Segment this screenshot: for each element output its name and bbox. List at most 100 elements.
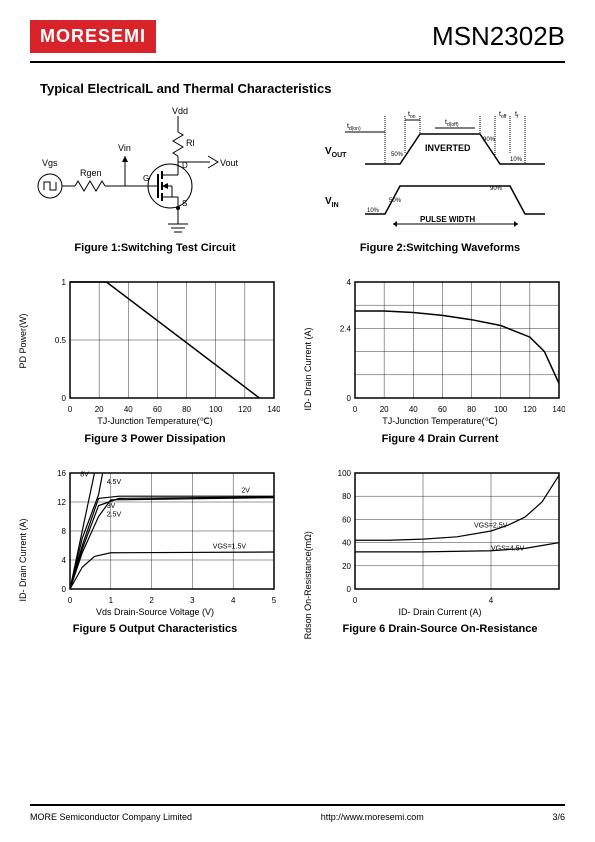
p50-1: 50% <box>391 152 404 158</box>
fig3-ylabel: PD Power(W) <box>18 314 28 369</box>
p10-2: 10% <box>367 208 380 214</box>
svg-text:100: 100 <box>338 469 352 478</box>
svg-text:2: 2 <box>149 596 154 605</box>
svg-text:2V: 2V <box>241 488 250 495</box>
svg-text:20: 20 <box>342 562 351 571</box>
waveform-diagram: VOUT INVERTED ton td(on) td(off) toff tf… <box>315 106 565 236</box>
svg-text:8V: 8V <box>80 472 89 479</box>
p90-1: 90% <box>483 137 496 143</box>
svg-text:3: 3 <box>190 596 195 605</box>
svg-text:140: 140 <box>552 405 565 414</box>
page-header: MORESEMI MSN2302B <box>30 20 565 63</box>
svg-text:0: 0 <box>68 405 73 414</box>
page-footer: MORE Semiconductor Company Limited http:… <box>30 804 565 822</box>
fig4-xlabel: TJ-Junction Temperature(℃) <box>315 416 565 427</box>
fig3-xlabel: TJ-Junction Temperature(℃) <box>30 416 280 427</box>
figure-5-panel: ID- Drain Current (A) 01234504812168V4.5… <box>30 467 280 635</box>
figure-2-title: Figure 2:Switching Waveforms <box>315 242 565 254</box>
vin-label: VIN <box>325 196 339 209</box>
svg-text:0: 0 <box>347 585 352 594</box>
footer-url: http://www.moresemi.com <box>321 812 424 822</box>
svg-text:0: 0 <box>347 394 352 403</box>
inverted-label: INVERTED <box>425 143 471 153</box>
figure-2-panel: VOUT INVERTED ton td(on) td(off) toff tf… <box>315 106 565 254</box>
vin-label: Vin <box>118 143 131 153</box>
svg-text:2.5V: 2.5V <box>107 512 122 519</box>
svg-text:40: 40 <box>124 405 133 414</box>
p50-2: 50% <box>389 198 402 204</box>
svg-text:1: 1 <box>62 278 67 287</box>
fig6-chart: 04020406080100VGS=2.5VVGS=4.5V <box>331 467 565 607</box>
svg-text:0: 0 <box>68 596 73 605</box>
circuit-diagram: Vgs Rgen Vin G D S <box>30 106 280 236</box>
svg-text:VGS=4.5V: VGS=4.5V <box>491 546 525 553</box>
vout-label: Vout <box>220 158 239 168</box>
svg-text:20: 20 <box>95 405 104 414</box>
svg-text:1: 1 <box>109 596 114 605</box>
vout-label: VOUT <box>325 146 347 159</box>
p10-1: 10% <box>510 157 523 163</box>
row-3: ID- Drain Current (A) 01234504812168V4.5… <box>30 467 565 635</box>
figure-6-title: Figure 6 Drain-Source On-Resistance <box>315 623 565 635</box>
svg-text:5: 5 <box>272 596 277 605</box>
rl-label: Rl <box>186 138 195 148</box>
fig3-chart: 0 20 40 60 80 100 120 140 0 0.5 1 <box>46 276 280 416</box>
figure-3-title: Figure 3 Power Dissipation <box>30 433 280 445</box>
fig4-ylabel: ID- Drain Current (A) <box>303 328 313 411</box>
vdd-label: Vdd <box>172 106 188 116</box>
svg-text:80: 80 <box>467 405 476 414</box>
rgen-label: Rgen <box>80 168 102 178</box>
s-label: S <box>182 199 187 208</box>
svg-text:120: 120 <box>238 405 252 414</box>
svg-text:4.5V: 4.5V <box>107 479 122 486</box>
figure-1-panel: Vgs Rgen Vin G D S <box>30 106 280 254</box>
pulse-width-label: PULSE WIDTH <box>420 215 475 224</box>
part-number: MSN2302B <box>432 21 565 52</box>
svg-text:0.5: 0.5 <box>55 336 67 345</box>
svg-text:80: 80 <box>182 405 191 414</box>
figure-4-panel: ID- Drain Current (A) 020406080100120140… <box>315 276 565 445</box>
fig6-xlabel: ID- Drain Current (A) <box>315 607 565 617</box>
svg-text:8: 8 <box>62 527 67 536</box>
figure-6-panel: Rdson On-Resistance(mΩ) 04020406080100VG… <box>315 467 565 635</box>
svg-text:0: 0 <box>62 394 67 403</box>
svg-text:100: 100 <box>209 405 223 414</box>
svg-text:40: 40 <box>342 539 351 548</box>
tdon-label: td(on) <box>347 123 361 132</box>
svg-text:140: 140 <box>267 405 280 414</box>
section-title: Typical ElectricalL and Thermal Characte… <box>40 81 565 96</box>
ton-label: ton <box>408 111 416 120</box>
figure-3-panel: PD Power(W) 02040608010012014000.51 TJ-J… <box>30 276 280 445</box>
svg-text:80: 80 <box>342 492 351 501</box>
svg-text:0: 0 <box>353 596 358 605</box>
footer-page: 3/6 <box>552 812 565 822</box>
figure-5-title: Figure 5 Output Characteristics <box>30 623 280 635</box>
svg-text:VGS=2.5V: VGS=2.5V <box>474 523 508 530</box>
svg-text:40: 40 <box>409 405 418 414</box>
svg-text:60: 60 <box>153 405 162 414</box>
svg-text:60: 60 <box>342 515 351 524</box>
svg-text:VGS=1.5V: VGS=1.5V <box>213 543 247 550</box>
figure-1-title: Figure 1:Switching Test Circuit <box>30 242 280 254</box>
svg-text:4: 4 <box>231 596 236 605</box>
row-2: PD Power(W) 02040608010012014000.51 TJ-J… <box>30 276 565 445</box>
svg-text:0: 0 <box>62 585 67 594</box>
tf-label: tf <box>515 111 519 120</box>
vgs-label: Vgs <box>42 158 58 168</box>
figure-4-title: Figure 4 Drain Current <box>315 433 565 445</box>
brand-logo: MORESEMI <box>30 20 156 53</box>
svg-text:16: 16 <box>57 469 66 478</box>
tdoff-label: td(off) <box>445 119 459 128</box>
g-label: G <box>143 174 149 183</box>
fig6-ylabel: Rdson On-Resistance(mΩ) <box>303 531 313 639</box>
svg-text:4: 4 <box>489 596 494 605</box>
toff-label: toff <box>499 111 507 120</box>
svg-text:2.4: 2.4 <box>340 324 352 333</box>
fig5-ylabel: ID- Drain Current (A) <box>18 519 28 602</box>
svg-text:4: 4 <box>62 556 67 565</box>
fig4-chart: 02040608010012014002.44 <box>331 276 565 416</box>
svg-text:4: 4 <box>347 278 352 287</box>
footer-company: MORE Semiconductor Company Limited <box>30 812 192 822</box>
svg-text:100: 100 <box>494 405 508 414</box>
svg-text:60: 60 <box>438 405 447 414</box>
